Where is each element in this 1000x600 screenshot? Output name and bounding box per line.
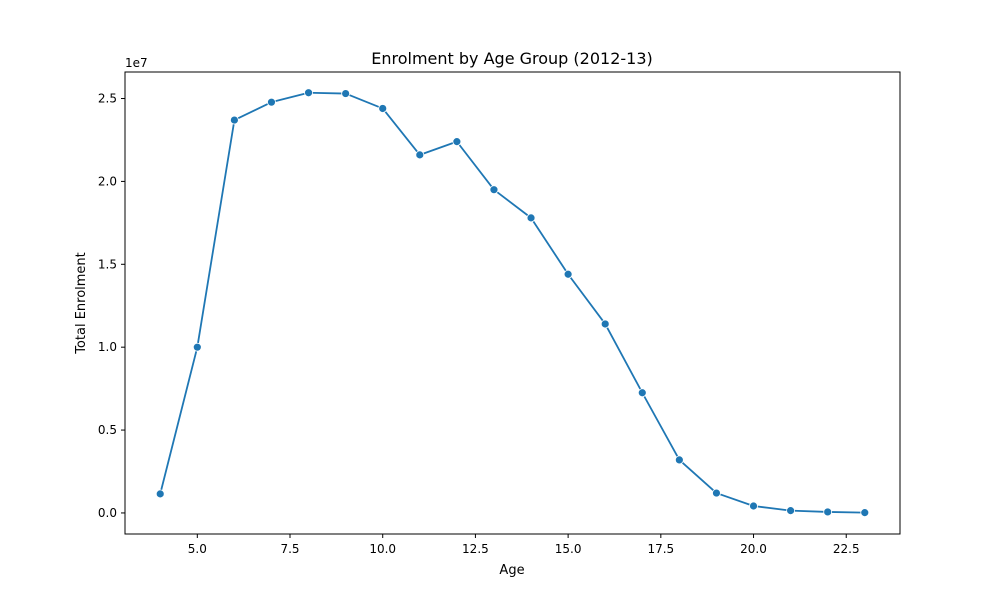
data-point (637, 388, 647, 398)
data-point (341, 89, 351, 98)
y-axis-ticks: 0.0 0.5 1.0 1.5 2.0 2.5 (98, 92, 125, 520)
x-tick-label: 22.5 (833, 542, 860, 556)
data-point (860, 508, 870, 518)
series-group (155, 88, 870, 518)
y-tick-label: 1.0 (98, 340, 117, 354)
x-axis-ticks: 5.0 7.5 10.0 12.5 15.0 17.5 20.0 22.5 (188, 534, 860, 556)
x-tick-label: 12.5 (462, 542, 489, 556)
x-tick-label: 5.0 (188, 542, 207, 556)
plot-frame (124, 71, 901, 535)
x-tick-label: 10.0 (369, 542, 396, 556)
data-point (155, 489, 165, 499)
y-tick-label: 0.5 (98, 423, 117, 437)
x-tick-label: 15.0 (555, 542, 582, 556)
data-point (786, 506, 796, 516)
data-point (192, 342, 202, 352)
y-tick-label: 2.5 (98, 92, 117, 106)
y-tick-label: 0.0 (98, 506, 117, 520)
data-point (749, 501, 758, 511)
data-point (674, 455, 684, 465)
chart-title: Enrolment by Age Group (2012-13) (371, 49, 653, 68)
y-tick-label: 2.0 (98, 174, 117, 188)
y-tick-label: 1.5 (98, 257, 117, 271)
x-tick-label: 7.5 (280, 542, 299, 556)
data-point (600, 319, 610, 329)
y-offset-label: 1e7 (125, 56, 148, 70)
x-tick-label: 20.0 (740, 542, 767, 556)
x-axis-label: Age (499, 563, 524, 578)
data-point (823, 507, 833, 517)
data-point (415, 150, 425, 160)
series-line (159, 91, 865, 514)
y-axis-label: Total Enrolment (74, 252, 89, 355)
data-point (452, 137, 462, 147)
data-point (489, 185, 499, 195)
data-point (267, 97, 276, 107)
data-point (378, 104, 388, 113)
data-point (712, 488, 721, 498)
data-point (229, 115, 239, 125)
data-point (526, 213, 536, 223)
data-point (563, 269, 573, 279)
data-point (304, 88, 313, 98)
x-tick-label: 17.5 (647, 542, 674, 556)
